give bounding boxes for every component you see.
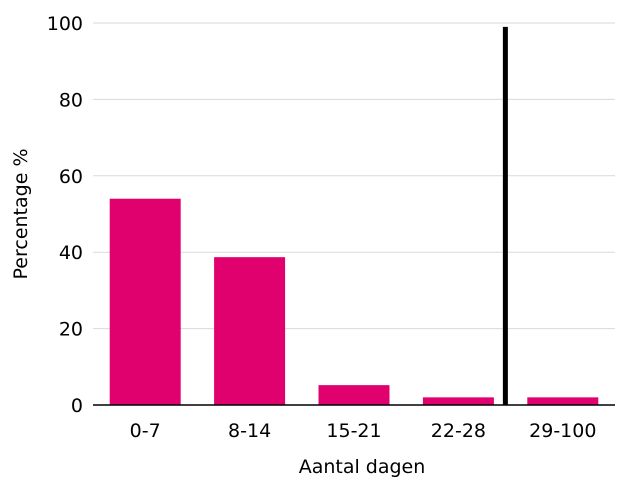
y-tick-label: 80 [59, 89, 83, 111]
x-tick-label: 0-7 [130, 420, 161, 442]
bar-15-21 [318, 385, 390, 405]
x-axis-title: Aantal dagen [299, 456, 426, 477]
y-tick-labels: 0 20 40 60 80 100 [47, 13, 83, 417]
y-tick-label: 0 [71, 395, 83, 417]
y-tick-label: 60 [59, 166, 83, 188]
x-tick-label: 8-14 [228, 420, 271, 442]
y-tick-label: 20 [59, 319, 83, 341]
y-axis-title: Percentage % [10, 149, 32, 280]
x-tick-label: 29-100 [529, 420, 596, 442]
bar-8-14 [214, 257, 286, 405]
bar-22-28 [422, 397, 494, 405]
x-tick-labels: 0-7 8-14 15-21 22-28 29-100 [130, 420, 597, 442]
x-tick-label: 22-28 [431, 420, 486, 442]
bar-0-7 [109, 198, 181, 405]
bars [109, 198, 599, 405]
bar-29-100 [527, 397, 599, 405]
x-tick-label: 15-21 [326, 420, 381, 442]
y-tick-label: 40 [59, 242, 83, 264]
y-tick-label: 100 [47, 13, 83, 35]
